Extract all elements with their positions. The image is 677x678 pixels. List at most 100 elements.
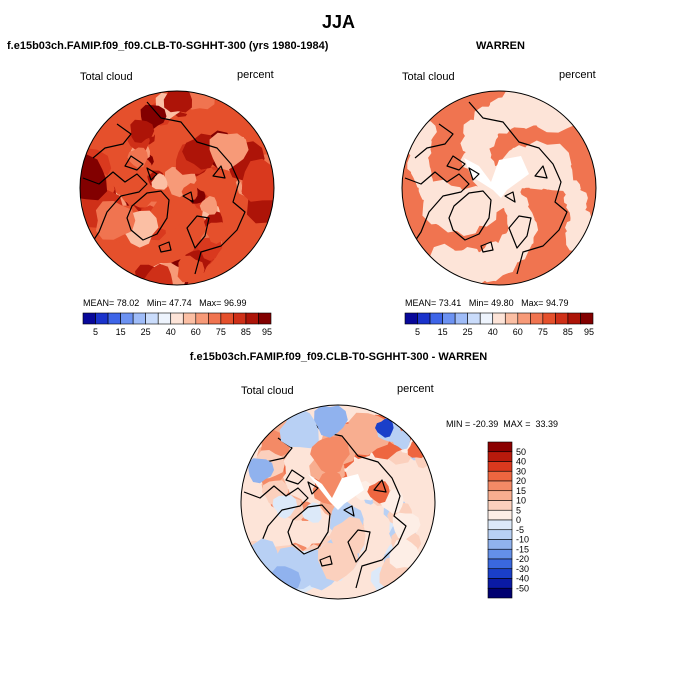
- colorbar-tick-label: 25: [141, 327, 151, 337]
- right-variable-label: Total cloud: [402, 71, 455, 83]
- coastline-north-america: [404, 171, 470, 245]
- negative-anomaly-patch: [248, 458, 274, 484]
- coastline-svalbard: [504, 165, 548, 203]
- coastline-iceland: [319, 555, 333, 567]
- diff-units-label: percent: [397, 383, 434, 395]
- coastline-north-america: [243, 485, 309, 559]
- coastline-north-america: [82, 171, 148, 245]
- colorbar-swatch: [487, 451, 513, 462]
- colorbar-swatch: [467, 312, 481, 325]
- colorbar-swatch: [233, 312, 247, 325]
- colorbar-swatch: [82, 312, 96, 325]
- coastline-eurasia: [468, 101, 568, 275]
- coastline-eurasia: [307, 415, 407, 589]
- coastline-alaska: [414, 123, 454, 159]
- coastline-svalbard: [343, 479, 387, 517]
- field-patch: [184, 91, 215, 110]
- coastline-alaska: [92, 123, 132, 159]
- colorbar-tick-label: 10: [516, 496, 526, 506]
- left-min-value: 47.74: [169, 298, 192, 308]
- colorbar-swatch: [487, 568, 513, 579]
- field-patch: [568, 188, 588, 208]
- diff-variable-label: Total cloud: [241, 385, 294, 397]
- colorbar-swatch: [487, 509, 513, 521]
- right-max-label: Max=: [521, 298, 544, 308]
- coastline-eurasia: [146, 101, 246, 275]
- field-patch: [127, 147, 148, 169]
- colorbar-swatch: [504, 312, 519, 325]
- colorbar-swatch: [487, 461, 513, 472]
- field-patch: [418, 182, 438, 201]
- colorbar-swatch: [107, 312, 121, 325]
- colorbar-swatch: [157, 312, 172, 325]
- field-patch: [163, 91, 192, 113]
- right-colorbar: 5 15 25 40 60 75 85 95: [404, 312, 594, 337]
- coastline-iceland: [480, 241, 494, 253]
- colorbar-swatch: [487, 470, 513, 482]
- colorbar-swatch: [487, 519, 513, 531]
- colorbar-swatch: [258, 312, 272, 325]
- colorbar-swatch: [454, 312, 468, 325]
- left-units-label: percent: [237, 69, 274, 81]
- right-mean-value: 73.41: [438, 298, 462, 308]
- colorbar-swatch: [182, 312, 197, 325]
- diff-panel-header: f.e15b03ch.FAMIP.f09_f09.CLB-T0-SGHHT-30…: [189, 351, 488, 363]
- field-patch: [430, 197, 448, 214]
- colorbar-tick-label: -15: [516, 544, 529, 554]
- field-patch: [205, 222, 229, 244]
- colorbar-swatch: [442, 312, 456, 325]
- right-mean-label: MEAN=: [405, 298, 437, 308]
- map-field: [80, 91, 274, 285]
- colorbar-swatch: [492, 312, 506, 325]
- field-patch: [181, 183, 198, 201]
- right-max-value: 94.79: [545, 298, 569, 308]
- colorbar-tick-label: 85: [563, 327, 573, 337]
- colorbar-tick-label: 25: [463, 327, 473, 337]
- colorbar-tick-label: 40: [488, 327, 498, 337]
- left-min-label: Min=: [146, 298, 167, 308]
- colorbar-tick-label: 85: [241, 327, 251, 337]
- field-patch: [95, 201, 136, 240]
- colorbar-tick-label: 15: [438, 327, 448, 337]
- colorbar-tick-label: 15: [516, 486, 526, 496]
- colorbar-tick-label: 60: [191, 327, 201, 337]
- map-boundary: [79, 90, 275, 286]
- diff-polar-map: [240, 404, 436, 600]
- left-max-value: 96.99: [223, 298, 247, 308]
- colorbar-swatch: [195, 312, 209, 325]
- colorbar-swatch: [145, 312, 159, 325]
- colorbar-tick-label: 50: [516, 447, 526, 457]
- field-patch: [499, 91, 536, 125]
- coastline-greenland: [287, 504, 331, 555]
- colorbar-tick-label: 40: [166, 327, 176, 337]
- colorbar-swatch: [487, 539, 513, 550]
- colorbar-tick-label: 75: [216, 327, 226, 337]
- colorbar-tick-label: 5: [415, 327, 420, 337]
- colorbar-swatch: [487, 529, 513, 540]
- field-patch: [209, 132, 249, 171]
- colorbar-tick-label: -5: [516, 525, 524, 535]
- colorbar-swatch: [132, 312, 146, 325]
- negative-anomaly-patch: [314, 405, 348, 438]
- left-mean-value: 78.02: [116, 298, 140, 308]
- left-max-label: Max=: [199, 298, 222, 308]
- coastline-svalbard: [182, 165, 226, 203]
- colorbar-tick-label: -20: [516, 554, 529, 564]
- map-boundary: [240, 404, 436, 600]
- colorbar-tick-label: 60: [513, 327, 523, 337]
- colorbar-swatch: [95, 312, 109, 325]
- colorbar-tick-label: 5: [516, 505, 521, 515]
- left-colorbar: 5 15 25 40 60 75 85 95: [82, 312, 272, 337]
- right-stats: MEAN= 73.41 Min= 49.80 Max= 94.79: [405, 298, 568, 308]
- colorbar-swatch: [542, 312, 556, 325]
- left-mean-label: MEAN=: [83, 298, 115, 308]
- coastline-greenland: [126, 190, 170, 241]
- colorbar-tick-label: 5: [93, 327, 98, 337]
- colorbar-swatch: [517, 312, 531, 325]
- coastline-scandinavia: [508, 215, 532, 249]
- field-patch: [463, 119, 496, 150]
- colorbar-swatch: [417, 312, 431, 325]
- colorbar-swatch: [208, 312, 222, 325]
